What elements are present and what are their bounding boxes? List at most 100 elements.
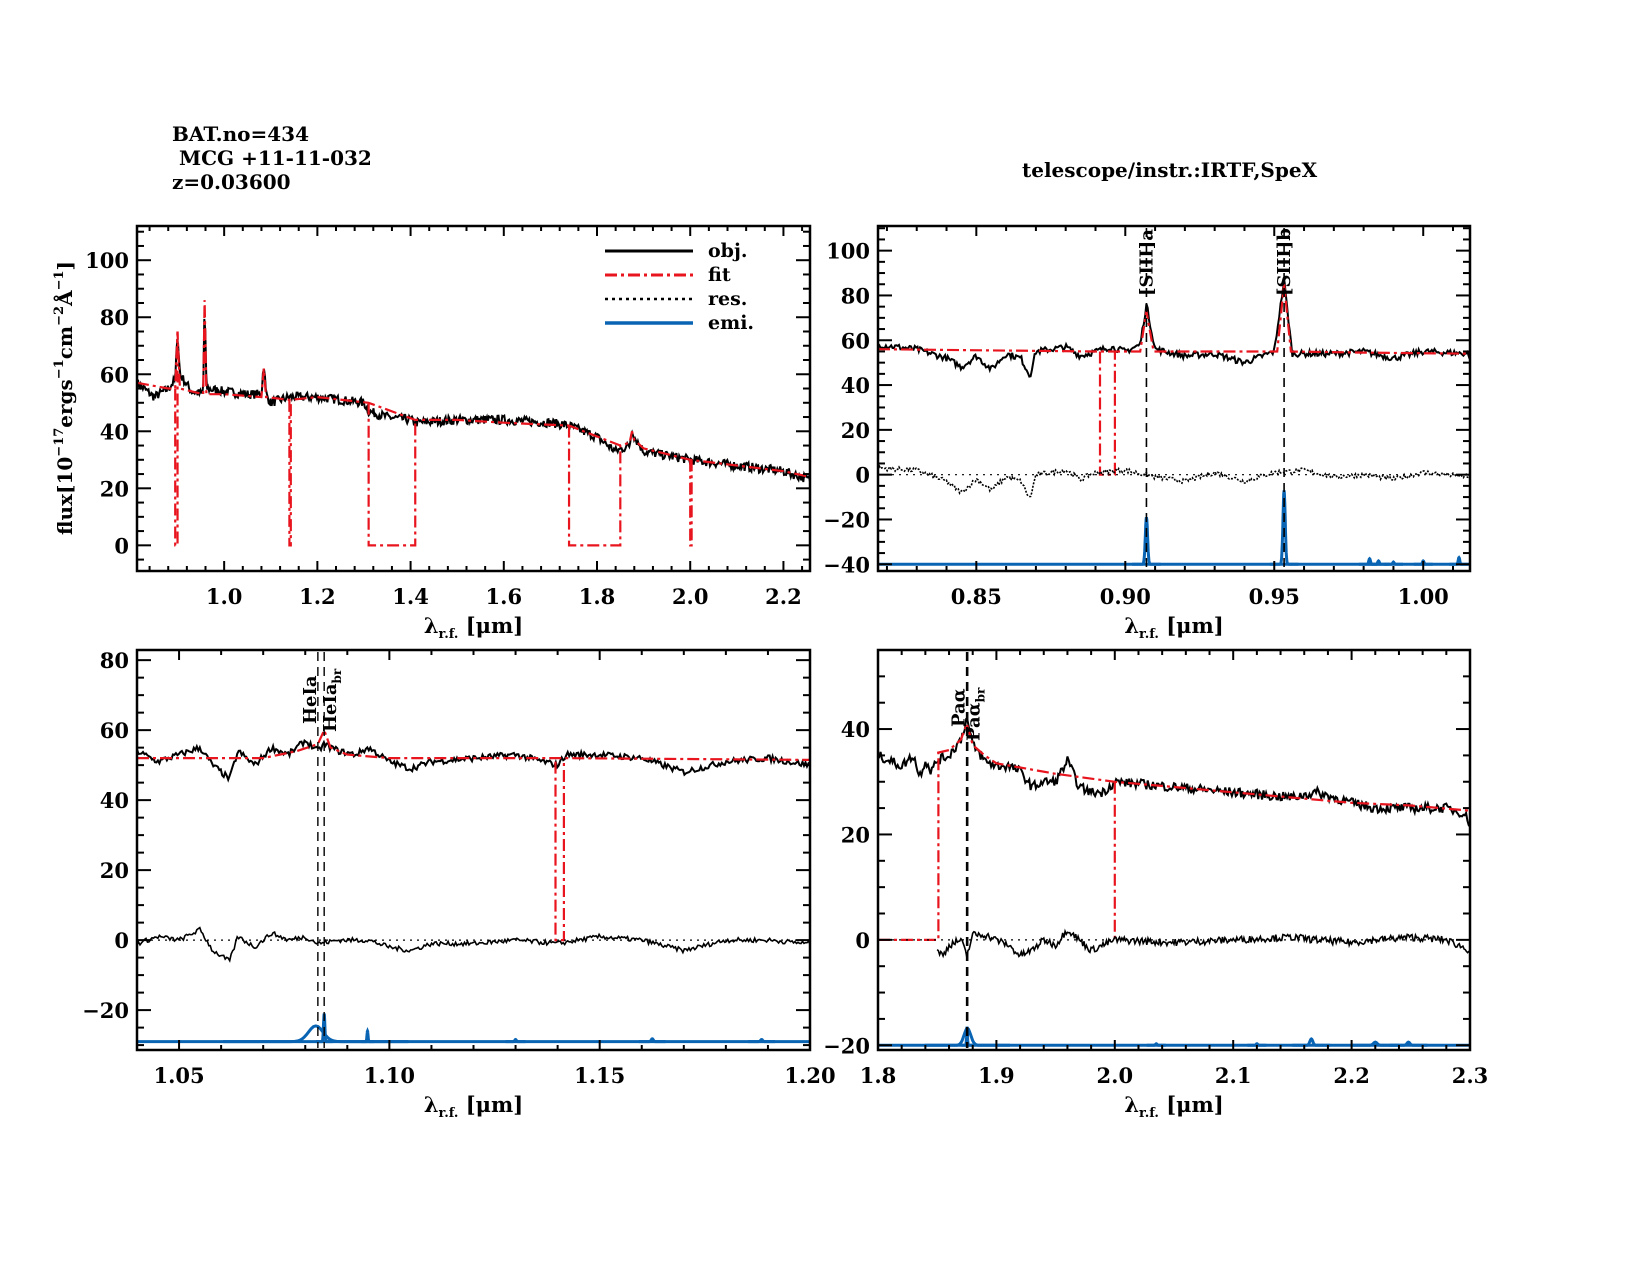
plot-area <box>137 300 810 547</box>
x-label-subscript: r.f. <box>1139 1106 1159 1121</box>
plot-area <box>878 652 1470 1048</box>
x-tick-label: 1.00 <box>1398 584 1449 609</box>
y-axis-label: flux[10−17ergs−1cm−2Å−1] <box>52 261 77 535</box>
y-tick-label: 0 <box>855 463 870 488</box>
series-fit <box>137 300 810 478</box>
series-emi-peak <box>1132 516 1161 566</box>
x-tick-label: 1.6 <box>486 584 523 609</box>
series-emi-peak <box>1383 560 1403 566</box>
y-tick-label: −20 <box>823 507 870 532</box>
x-tick-label: 2.2 <box>765 584 802 609</box>
x-label-subscript: r.f. <box>1139 627 1159 642</box>
y-label-superscript: −1 <box>52 359 67 379</box>
y-tick-label: −20 <box>82 998 129 1023</box>
y-tick-label: 80 <box>100 648 129 673</box>
y-tick-label: 40 <box>841 717 870 742</box>
y-tick-label: 0 <box>114 928 129 953</box>
panel-full-spectrum: 1.0 1.2 1.4 1.6 1.8 2.0 2.2 0 20 40 60 80 100 λr.f. [… <box>85 224 812 642</box>
x-tick-label: 1.15 <box>574 1063 625 1088</box>
axes-frame <box>876 224 1472 573</box>
axes-frame <box>876 648 1472 1052</box>
plot-area <box>137 652 810 1048</box>
series-fit <box>554 761 566 942</box>
x-tick-label: 2.0 <box>672 584 709 609</box>
y-tick-label: 40 <box>100 788 129 813</box>
series-emi-peak <box>1247 1042 1267 1047</box>
series-emi-peak <box>961 1026 973 1047</box>
y-tick-label: 40 <box>100 419 129 444</box>
series-fit <box>878 752 940 942</box>
series-fit-gap <box>174 331 179 547</box>
series-fit-gap <box>367 402 417 547</box>
series-fit <box>1098 351 1117 476</box>
y-tick-label: 60 <box>100 718 129 743</box>
telescope-instrument: telescope/instr.:IRTF,SpeX <box>1022 158 1318 182</box>
legend-label: emi. <box>708 312 754 334</box>
bat-number: BAT.no=434 <box>172 122 309 146</box>
y-label-text: flux[10 <box>53 457 77 535</box>
y-tick-label: 20 <box>100 858 129 883</box>
line-label: HeIa <box>300 675 321 724</box>
line-label-subscript: br <box>330 668 344 683</box>
series-fit-gap <box>288 399 292 547</box>
x-axis-label: λr.f. [μm] <box>424 613 523 642</box>
x-axis-label: λr.f. [μm] <box>1124 613 1223 642</box>
x-tick-label: 1.2 <box>299 584 336 609</box>
series-fit <box>936 720 1470 812</box>
x-axis-label: λr.f. [μm] <box>1124 1092 1223 1121</box>
panel-hei: HeIa HeIabr 1.05 1.10 1.15 1.20 −20 0 20 40 60 80 λr… <box>82 648 835 1121</box>
y-label-text: cm <box>53 326 77 359</box>
y-tick-label: −40 <box>823 552 870 577</box>
x-tick-label: 0.85 <box>951 584 1002 609</box>
x-tick-label: 0.95 <box>1249 584 1300 609</box>
x-label-subscript: r.f. <box>439 627 459 642</box>
plot-area <box>878 228 1470 569</box>
series-fit <box>137 727 810 761</box>
legend-label: res. <box>708 288 747 310</box>
line-label: [SIII]b <box>1274 228 1295 296</box>
y-tick-label: 60 <box>841 328 870 353</box>
series-res <box>137 926 810 963</box>
line-label: [SIII]a <box>1136 229 1157 296</box>
legend-label: obj. <box>708 240 747 262</box>
y-tick-label: 80 <box>841 283 870 308</box>
x-tick-label: 1.8 <box>860 1063 897 1088</box>
x-label-unit: [μm] <box>458 613 523 638</box>
series-fit-gap <box>567 425 622 547</box>
x-label-unit: [μm] <box>1159 1092 1224 1117</box>
x-tick-label: 0.90 <box>1100 584 1151 609</box>
panel-siii: [SIII]a [SIII]b 0.85 0.90 0.95 1.00 −40 −20 0 20 4… <box>823 224 1472 642</box>
y-label-superscript: −2 <box>52 306 67 326</box>
y-tick-label: 100 <box>826 239 870 264</box>
series-fit-gap <box>689 459 693 547</box>
redshift: z=0.03600 <box>172 170 291 194</box>
x-tick-label: 1.10 <box>364 1063 415 1088</box>
x-label-lambda: λ <box>424 1092 439 1117</box>
series-emi-peak <box>1389 1040 1428 1047</box>
series-obj <box>878 281 1470 378</box>
x-tick-label: 1.8 <box>579 584 616 609</box>
series-fit <box>878 284 1470 355</box>
y-label-superscript: −1 <box>52 270 67 290</box>
y-tick-label: 60 <box>100 362 129 387</box>
series-emi-peak <box>1292 1037 1331 1047</box>
x-tick-label: 2.0 <box>1097 1063 1134 1088</box>
series-obj <box>137 738 810 783</box>
line-label: Paαbr <box>964 687 988 741</box>
x-tick-label: 1.0 <box>206 584 243 609</box>
series-emi-peak <box>505 1037 526 1044</box>
x-tick-label: 1.4 <box>392 584 429 609</box>
x-label-unit: [μm] <box>1159 613 1224 638</box>
x-tick-label: 1.05 <box>153 1063 204 1088</box>
y-tick-label: 40 <box>841 373 870 398</box>
line-label: HeIabr <box>320 668 344 732</box>
x-label-unit: [μm] <box>458 1092 523 1117</box>
axes-frame <box>135 648 812 1052</box>
x-label-lambda: λ <box>1124 1092 1139 1117</box>
x-label-lambda: λ <box>1124 613 1139 638</box>
line-label: Paα <box>949 688 970 727</box>
legend-label: fit <box>708 264 731 286</box>
y-tick-label: 0 <box>855 928 870 953</box>
y-tick-label: 20 <box>100 476 129 501</box>
